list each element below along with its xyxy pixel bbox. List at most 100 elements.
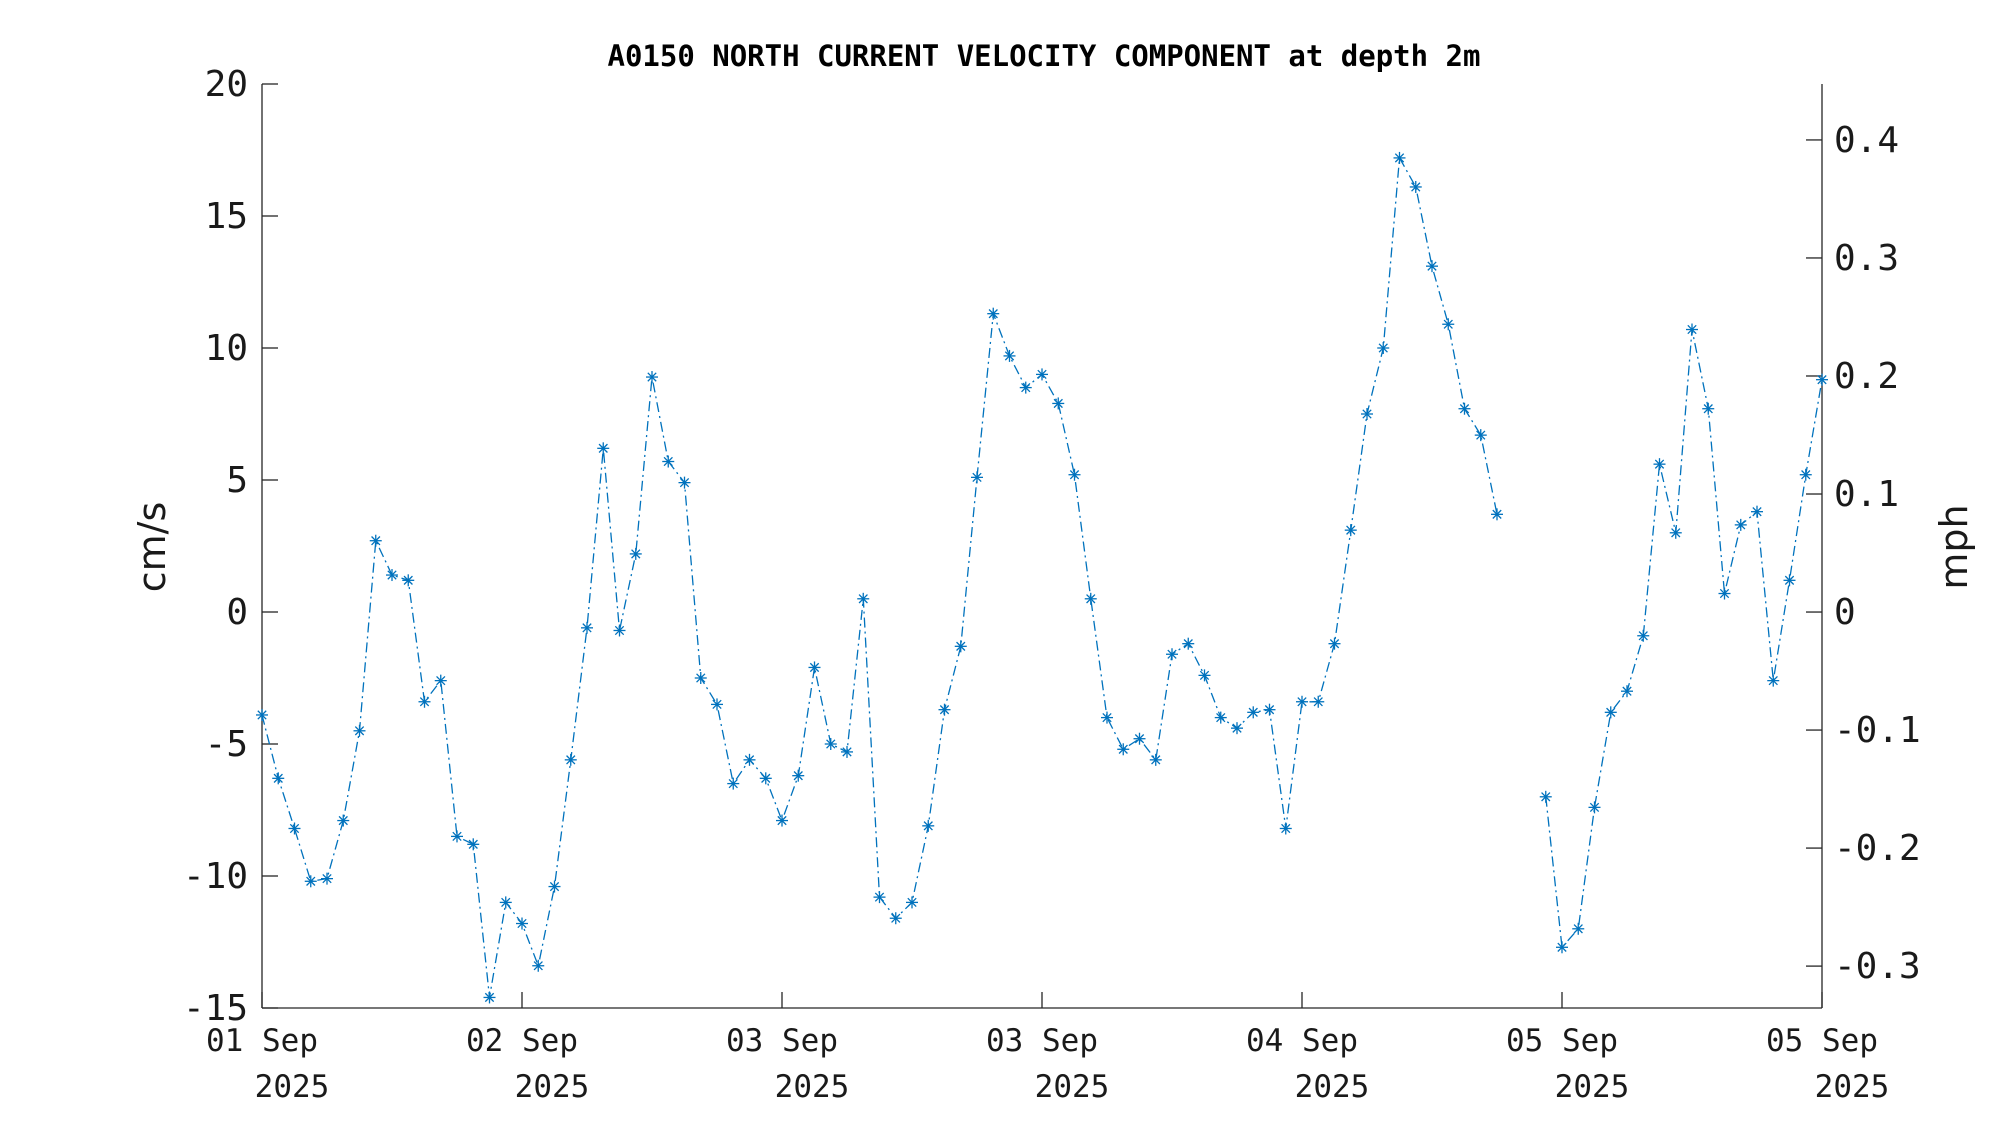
left-y-tick-label: 10 [205,328,248,369]
data-point [581,621,593,634]
data-point [1539,790,1552,803]
data-point [1279,822,1292,835]
data-point [304,875,317,888]
data-point [353,724,366,737]
data-point [987,307,1000,320]
y-axis-label-right: mph [1932,504,1976,589]
data-point [1296,695,1308,708]
data-point [1734,518,1747,531]
data-point [1214,711,1227,724]
data-point [759,772,772,785]
x-tick-label-year: 2025 [1815,1069,1890,1105]
data-point [1101,711,1113,724]
right-y-tick-label: 0.2 [1834,356,1899,397]
data-point [1198,669,1211,682]
data-point [1718,587,1731,600]
data-point [1458,402,1471,415]
data-point [1377,342,1390,354]
series-line [261,155,1498,998]
data-point [792,769,805,782]
left-y-axis: 20 15 10 5 0 -5 -10 -15 [183,64,278,1029]
data-point [922,819,935,832]
data-point [906,896,918,909]
data-point [451,830,463,843]
series-group [256,151,1828,1004]
data-point [1084,592,1097,605]
data-point [1247,706,1260,719]
data-point [1133,732,1146,745]
data-point [646,371,658,384]
right-y-tick-label: 0 [1834,592,1856,633]
right-y-tick-label: -0.1 [1834,710,1921,751]
data-point [467,838,480,851]
data-point [499,896,512,909]
data-point [1328,637,1341,650]
data-point [1182,637,1195,650]
data-point [1393,151,1406,164]
data-point [321,872,333,885]
data-point [1751,505,1763,518]
left-y-tick-label: -10 [183,856,248,897]
data-point [776,814,788,827]
x-tick-label-date: 01 Sep [206,1023,318,1059]
data-point [1799,468,1812,481]
data-point [1604,706,1617,719]
data-point [1409,180,1422,193]
data-point [288,822,301,835]
left-y-tick-label: -15 [183,988,248,1029]
data-point [532,959,545,972]
data-point [938,703,951,716]
x-tick-label-year: 2025 [1035,1069,1110,1105]
x-tick-label-date: 02 Sep [466,1023,578,1059]
data-point [1572,922,1585,935]
data-point [629,547,642,560]
data-point [662,455,675,468]
right-y-tick-label: 0.1 [1834,474,1899,515]
data-point [1344,524,1357,537]
data-point [1117,743,1130,756]
data-point [1263,703,1276,716]
data-point [1702,402,1715,415]
data-point [1621,685,1633,698]
data-point [1052,397,1065,410]
data-point [808,661,821,674]
data-point [1653,458,1666,471]
data-point [727,777,740,790]
data-point [1312,695,1325,708]
data-point [597,442,610,455]
left-y-tick-label: 20 [205,64,248,105]
x-tick-label-year: 2025 [1555,1069,1630,1105]
x-tick-label-date: 04 Sep [1246,1023,1358,1059]
data-point [1686,323,1698,336]
data-point [418,695,431,708]
right-y-tick-label: -0.2 [1834,828,1921,869]
data-point [337,814,350,827]
data-point [1474,429,1487,442]
data-point [1816,373,1828,386]
data-point [743,753,756,766]
left-y-tick-label: 5 [226,460,248,501]
right-y-tick-label: 0.3 [1834,238,1899,279]
x-tick-label-year: 2025 [515,1069,590,1105]
data-point [711,698,723,711]
data-point [1556,941,1568,954]
data-point [678,476,691,489]
data-point [564,753,577,766]
data-point [1068,468,1081,481]
data-point [1767,674,1780,687]
data-point [1637,629,1650,642]
data-point [483,991,496,1004]
data-point [1426,260,1438,273]
data-point [889,912,902,925]
x-tick-label-date: 03 Sep [986,1023,1098,1059]
data-point [548,880,561,893]
x-tick-label-date: 05 Sep [1506,1023,1618,1059]
right-y-tick-label: -0.3 [1834,946,1921,987]
data-point [1588,801,1601,814]
data-point [873,891,886,904]
x-tick-label-date: 03 Sep [726,1023,838,1059]
data-point [434,674,447,687]
data-point [1019,381,1032,394]
data-point [1491,508,1503,521]
